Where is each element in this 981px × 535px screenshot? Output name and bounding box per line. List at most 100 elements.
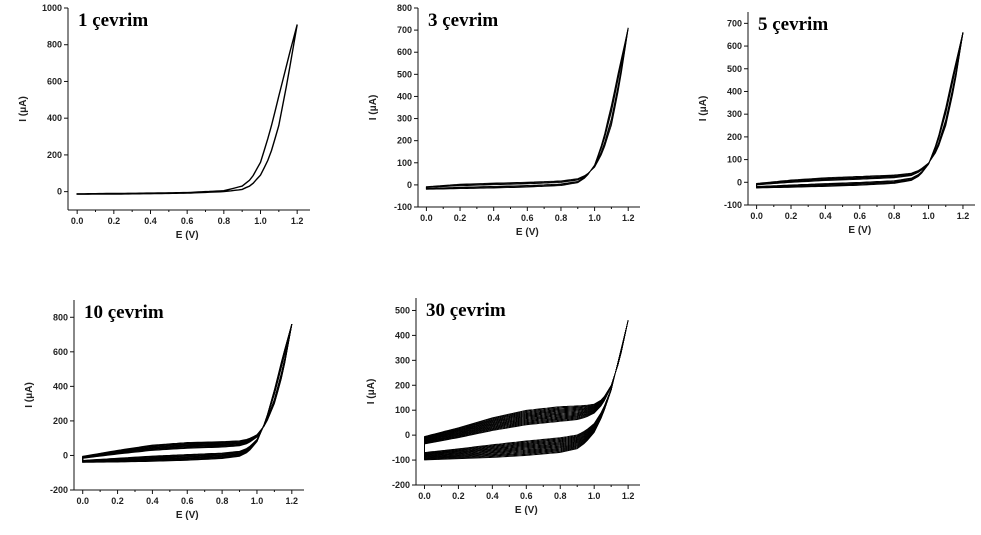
x-tick-label: 0.4 bbox=[146, 496, 159, 506]
cycle-trace bbox=[425, 27, 629, 190]
y-axis-title: I (μA) bbox=[366, 379, 377, 405]
y-tick-label: 300 bbox=[395, 355, 410, 365]
x-tick-label: 0.2 bbox=[452, 491, 465, 501]
y-tick-label: 500 bbox=[397, 69, 412, 79]
y-tick-label: 100 bbox=[397, 158, 412, 168]
x-tick-label: 0.0 bbox=[71, 216, 84, 226]
y-tick-label: 500 bbox=[395, 305, 410, 315]
cycle-trace bbox=[82, 324, 293, 463]
x-tick-label: 0.8 bbox=[218, 216, 231, 226]
x-tick-label: 0.0 bbox=[750, 211, 763, 221]
x-tick-label: 0.0 bbox=[420, 213, 433, 223]
cv-chart-5: 0.0 0.2 0.4 0.6 0.8 1.0 1.2 -200 -100 0 100 200 300 4… bbox=[366, 298, 640, 516]
cycle-trace bbox=[82, 324, 293, 462]
y-tick-label: 600 bbox=[53, 347, 68, 357]
x-tick-label: 0.4 bbox=[487, 213, 500, 223]
cycle-trace bbox=[82, 324, 293, 462]
panel-title: 5 çevrim bbox=[758, 14, 828, 35]
cycle-trace bbox=[76, 24, 298, 195]
cycle-trace bbox=[82, 324, 293, 463]
y-tick-label: 0 bbox=[737, 177, 742, 187]
y-tick-label: 100 bbox=[727, 155, 742, 165]
cycle-trace bbox=[756, 32, 964, 189]
x-tick-label: 0.0 bbox=[418, 491, 431, 501]
y-tick-label: 500 bbox=[727, 64, 742, 74]
y-tick-label: 400 bbox=[727, 86, 742, 96]
x-tick-label: 1.2 bbox=[622, 213, 635, 223]
x-tick-label: 1.2 bbox=[622, 491, 635, 501]
x-axis-title: E (V) bbox=[516, 227, 539, 238]
cycle-trace bbox=[82, 324, 293, 463]
panel-title: 10 çevrim bbox=[84, 302, 164, 323]
y-tick-label: 300 bbox=[727, 109, 742, 119]
x-tick-label: 0.6 bbox=[181, 496, 194, 506]
x-tick-label: 1.0 bbox=[254, 216, 267, 226]
x-tick-label: 0.4 bbox=[819, 211, 832, 221]
y-tick-label: -100 bbox=[394, 202, 412, 212]
x-tick-label: 0.4 bbox=[144, 216, 157, 226]
y-tick-label: 400 bbox=[53, 381, 68, 391]
y-axis-title: I (μA) bbox=[698, 96, 709, 122]
x-axis-title: E (V) bbox=[848, 225, 871, 236]
cycle-trace bbox=[756, 32, 964, 187]
cycle-trace bbox=[756, 32, 964, 188]
y-axis-title: I (μA) bbox=[24, 382, 35, 408]
cycle-trace bbox=[82, 324, 293, 461]
y-tick-label: 700 bbox=[727, 18, 742, 28]
cv-chart-3: 0.0 0.2 0.4 0.6 0.8 1.0 1.2 -100 0 100 200 300 400 50… bbox=[698, 12, 975, 236]
y-tick-label: 300 bbox=[397, 114, 412, 124]
y-tick-label: 1000 bbox=[42, 3, 62, 13]
y-tick-label: 400 bbox=[397, 91, 412, 101]
y-tick-label: 600 bbox=[727, 41, 742, 51]
y-tick-label: 0 bbox=[63, 450, 68, 460]
y-tick-label: -100 bbox=[724, 200, 742, 210]
cycle-trace bbox=[82, 324, 293, 463]
y-tick-label: 0 bbox=[407, 180, 412, 190]
y-tick-label: 400 bbox=[47, 113, 62, 123]
x-tick-label: 0.6 bbox=[181, 216, 194, 226]
y-tick-label: 200 bbox=[395, 380, 410, 390]
y-tick-label: 200 bbox=[53, 416, 68, 426]
x-tick-label: 0.8 bbox=[554, 491, 567, 501]
cycle-trace bbox=[425, 27, 629, 189]
y-tick-label: 700 bbox=[397, 25, 412, 35]
cycle-trace bbox=[82, 324, 293, 462]
x-tick-label: 1.0 bbox=[588, 491, 601, 501]
y-tick-label: -100 bbox=[392, 455, 410, 465]
x-tick-label: 1.2 bbox=[957, 211, 970, 221]
x-tick-label: 0.2 bbox=[108, 216, 121, 226]
y-tick-label: 800 bbox=[53, 312, 68, 322]
x-tick-label: 0.0 bbox=[76, 496, 89, 506]
cycle-trace bbox=[82, 324, 293, 462]
x-tick-label: 0.6 bbox=[520, 491, 533, 501]
cycle-trace bbox=[756, 32, 964, 188]
y-tick-label: 400 bbox=[395, 330, 410, 340]
x-tick-label: 0.2 bbox=[454, 213, 467, 223]
y-tick-label: 600 bbox=[397, 47, 412, 57]
y-tick-label: 600 bbox=[47, 76, 62, 86]
x-tick-label: 0.6 bbox=[521, 213, 534, 223]
x-tick-label: 0.8 bbox=[555, 213, 568, 223]
cv-chart-2: 0.0 0.2 0.4 0.6 0.8 1.0 1.2 -100 0 100 200 300 400 50… bbox=[368, 3, 640, 238]
y-tick-label: -200 bbox=[392, 480, 410, 490]
cycle-trace bbox=[82, 324, 293, 462]
y-tick-label: 200 bbox=[47, 150, 62, 160]
x-tick-label: 0.6 bbox=[854, 211, 867, 221]
cycle-trace bbox=[756, 32, 964, 189]
y-tick-label: 0 bbox=[405, 430, 410, 440]
cv-chart-4: 0.0 0.2 0.4 0.6 0.8 1.0 1.2 -200 0 200 400 600 800 E … bbox=[24, 300, 304, 521]
y-tick-label: 0 bbox=[57, 187, 62, 197]
cycle-trace bbox=[424, 320, 629, 461]
y-tick-label: 800 bbox=[47, 40, 62, 50]
x-axis-title: E (V) bbox=[176, 510, 199, 521]
x-tick-label: 0.2 bbox=[785, 211, 798, 221]
x-tick-label: 1.0 bbox=[588, 213, 601, 223]
x-tick-label: 0.4 bbox=[486, 491, 499, 501]
panel-title: 30 çevrim bbox=[426, 300, 506, 321]
x-tick-label: 0.8 bbox=[888, 211, 901, 221]
y-axis-title: I (μA) bbox=[18, 96, 29, 122]
cycle-trace bbox=[425, 27, 629, 190]
y-tick-label: 100 bbox=[395, 405, 410, 415]
cycle-trace bbox=[424, 320, 629, 461]
